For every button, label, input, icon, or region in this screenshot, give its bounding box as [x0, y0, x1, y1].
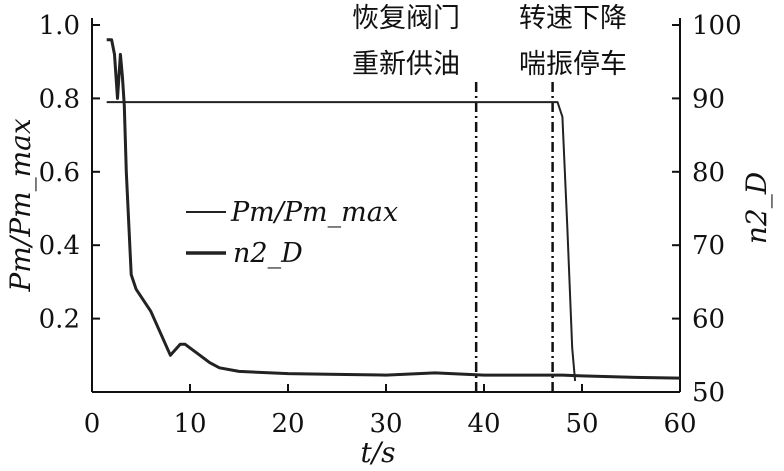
x-tick-label: 30 — [369, 409, 402, 439]
y-left-tick-label: 0.4 — [39, 231, 80, 261]
y-right-ticks: 50 60 70 80 90 100 — [672, 11, 742, 408]
y-left-ticks: 0.2 0.4 0.6 0.8 1.0 — [39, 11, 100, 335]
y-right-tick-label: 100 — [692, 11, 742, 41]
annotation-surge-line1: 转速下降 — [519, 3, 627, 34]
legend-label-pm: Pm/Pm_max — [230, 197, 398, 228]
y-left-tick-label: 1.0 — [39, 11, 80, 41]
x-tick-label: 60 — [663, 409, 696, 439]
series-line-n2d — [106, 38, 681, 380]
y-right-tick-label: 60 — [692, 305, 725, 335]
annotation-lines — [474, 82, 554, 392]
y-right-tick-label: 90 — [692, 84, 725, 114]
x-tick-label: 20 — [271, 409, 304, 439]
legend: Pm/Pm_max n2_D — [186, 197, 398, 269]
y-right-tick-label: 50 — [692, 378, 725, 408]
y-left-tick-label: 0.2 — [39, 305, 80, 335]
annotation-restore-line1: 恢复阀门 — [352, 3, 460, 34]
annotation-surge-line2: 喘振停车 — [519, 49, 627, 80]
x-axis-label: t/s — [360, 436, 395, 469]
annotation-restore-line2: 重新供油 — [352, 49, 460, 80]
annotation-restore: 恢复阀门 重新供油 — [352, 3, 460, 80]
x-tick-label: 50 — [565, 409, 598, 439]
y-right-tick-label: 70 — [692, 231, 725, 261]
y-left-tick-label: 0.8 — [39, 84, 80, 114]
x-tick-label: 0 — [84, 409, 101, 439]
y-left-axis-label: Pm/Pm_max — [4, 118, 37, 292]
x-tick-label: 40 — [467, 409, 500, 439]
series-line-pm-ratio — [106, 101, 577, 382]
y-right-tick-label: 80 — [692, 158, 725, 188]
y-left-tick-label: 0.6 — [39, 158, 80, 188]
annotation-surge: 转速下降 喘振停车 — [519, 3, 627, 80]
x-ticks: 0 10 20 30 40 50 60 — [84, 384, 697, 439]
y-right-axis-label: n2_D — [740, 172, 773, 244]
x-tick-label: 10 — [173, 409, 206, 439]
legend-label-n2d: n2_D — [233, 238, 303, 269]
series-lines — [106, 38, 681, 382]
